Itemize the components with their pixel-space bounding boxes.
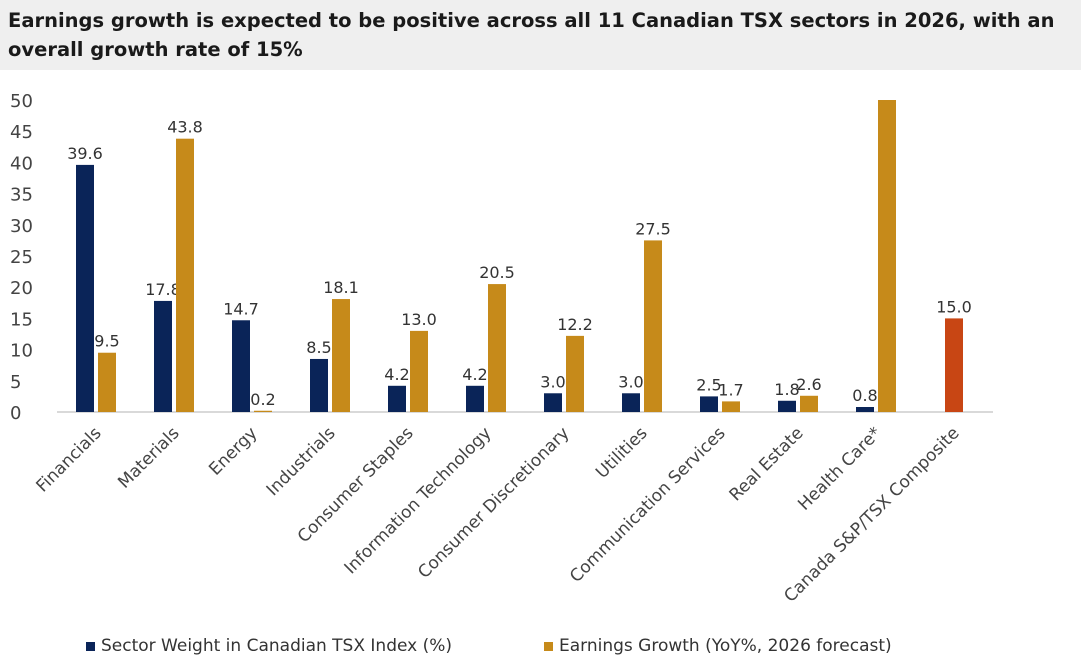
x-tick-label: Energy bbox=[205, 423, 261, 479]
x-tick-label: Communication Services bbox=[566, 423, 729, 586]
data-label: 3.0 bbox=[540, 372, 565, 391]
bar-sector-weight bbox=[466, 385, 484, 412]
bar-sector-weight bbox=[154, 300, 172, 412]
x-tick-label: Materials bbox=[114, 423, 183, 492]
bar-earnings-growth bbox=[644, 240, 662, 412]
legend-swatch bbox=[544, 641, 553, 651]
y-tick-label: 10 bbox=[10, 341, 33, 362]
bar-sector-weight bbox=[856, 407, 874, 412]
bar-earnings-growth bbox=[878, 100, 896, 412]
data-label: 1.8 bbox=[774, 380, 799, 399]
data-label: 9.5 bbox=[94, 332, 119, 351]
bar-earnings-growth bbox=[945, 318, 963, 412]
bar-earnings-growth bbox=[332, 299, 350, 412]
x-tick-label: Utilities bbox=[592, 423, 651, 482]
data-label: 2.6 bbox=[796, 375, 821, 394]
data-label: 14.7 bbox=[223, 299, 259, 318]
y-tick-label: 50 bbox=[10, 91, 33, 112]
data-label: 27.5 bbox=[635, 219, 671, 238]
legend-swatch bbox=[86, 641, 95, 651]
data-label: 0.2 bbox=[250, 390, 275, 409]
bar-earnings-growth bbox=[488, 284, 506, 412]
data-label: 13.0 bbox=[401, 310, 437, 329]
bar-sector-weight bbox=[388, 385, 406, 412]
bar-sector-weight bbox=[622, 393, 640, 412]
legend-item-earnings-growth: Earnings Growth (YoY%, 2026 forecast) bbox=[544, 636, 892, 656]
x-tick-label: Information Technology bbox=[341, 423, 496, 578]
data-label: 17.8 bbox=[145, 280, 181, 299]
y-tick-label: 0 bbox=[10, 403, 21, 424]
x-tick-label: Consumer Discretionary bbox=[414, 423, 573, 582]
y-tick-label: 15 bbox=[10, 309, 33, 330]
bar-earnings-growth bbox=[800, 395, 818, 412]
y-tick-label: 5 bbox=[10, 372, 21, 393]
data-label: 4.2 bbox=[462, 365, 487, 384]
x-tick-label: Real Estate bbox=[726, 423, 808, 505]
data-label: 12.2 bbox=[557, 315, 593, 334]
y-tick-label: 35 bbox=[10, 185, 33, 206]
bar-earnings-growth bbox=[410, 330, 428, 412]
bar-sector-weight bbox=[310, 358, 328, 412]
chart-title: Earnings growth is expected to be positi… bbox=[8, 9, 1055, 61]
bar-sector-weight bbox=[778, 400, 796, 412]
x-tick-label: Industrials bbox=[263, 423, 340, 500]
title-bar: Earnings growth is expected to be positi… bbox=[0, 0, 1081, 70]
x-tick-label: Financials bbox=[32, 423, 105, 496]
data-label: 20.5 bbox=[479, 263, 515, 282]
bar-sector-weight bbox=[232, 320, 250, 412]
data-label: 15.0 bbox=[936, 297, 972, 316]
bar-earnings-growth bbox=[566, 335, 584, 412]
bar-sector-weight bbox=[700, 396, 718, 412]
data-label: 39.6 bbox=[67, 144, 103, 163]
legend-item-sector-weight: Sector Weight in Canadian TSX Index (%) bbox=[86, 636, 452, 656]
bar-earnings-growth bbox=[722, 401, 740, 412]
bar-earnings-growth bbox=[254, 410, 272, 412]
y-tick-label: 45 bbox=[10, 122, 33, 143]
legend-label: Sector Weight in Canadian TSX Index (%) bbox=[101, 636, 453, 656]
y-tick-label: 20 bbox=[10, 278, 33, 299]
bar-earnings-growth bbox=[176, 138, 194, 413]
data-label: 4.2 bbox=[384, 365, 409, 384]
data-label: 2.5 bbox=[696, 375, 721, 394]
data-label: 1.7 bbox=[718, 380, 743, 399]
legend-label: Earnings Growth (YoY%, 2026 forecast) bbox=[559, 636, 892, 656]
data-label: 8.5 bbox=[306, 338, 331, 357]
y-tick-label: 30 bbox=[10, 216, 33, 237]
y-tick-label: 40 bbox=[10, 153, 33, 174]
bar-chart: 0 5 10 15 20 25 30 35 40 45 50 39.6 9.5 Financials 17.… bbox=[10, 91, 993, 607]
bar-sector-weight bbox=[76, 164, 94, 412]
bar-earnings-growth bbox=[98, 352, 116, 412]
data-label: 43.8 bbox=[167, 118, 203, 137]
data-label: 18.1 bbox=[323, 278, 359, 297]
data-label: 3.0 bbox=[618, 372, 643, 391]
y-tick-label: 25 bbox=[10, 247, 33, 268]
bar-sector-weight bbox=[544, 393, 562, 412]
data-label: 0.8 bbox=[852, 386, 877, 405]
